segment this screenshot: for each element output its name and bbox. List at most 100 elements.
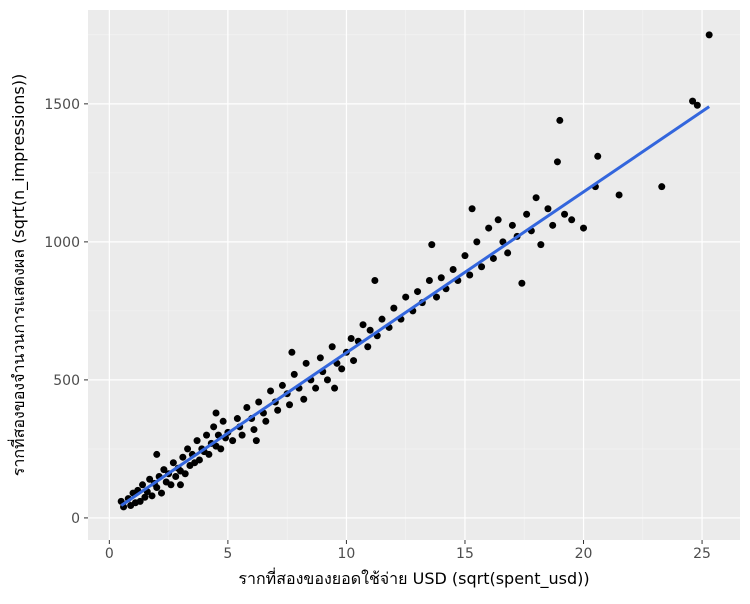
point	[347, 334, 355, 342]
point	[359, 321, 367, 329]
point	[478, 263, 486, 271]
point	[184, 445, 192, 453]
point	[378, 315, 386, 323]
point	[414, 288, 422, 296]
point	[302, 359, 310, 367]
point	[615, 191, 623, 199]
point	[195, 456, 203, 464]
point	[136, 497, 144, 505]
point	[172, 473, 180, 481]
point	[312, 384, 320, 392]
point	[179, 453, 187, 461]
point	[449, 265, 457, 273]
x-tick-label: 0	[105, 546, 114, 562]
point	[167, 481, 175, 489]
point	[556, 116, 564, 124]
trend-line	[120, 105, 711, 507]
y-tick-label: 0	[71, 511, 80, 527]
point	[658, 183, 666, 191]
y-tick-label: 500	[53, 373, 80, 389]
x-tick-label: 15	[456, 546, 474, 562]
point	[366, 326, 374, 334]
point	[217, 445, 225, 453]
point	[468, 205, 476, 213]
point	[594, 152, 602, 160]
point	[561, 210, 569, 218]
x-tick-label: 20	[575, 546, 593, 562]
point	[508, 221, 516, 229]
y-axis-title: รากที่สองของจำนวนการแสดงผล (sqrt(n_impre…	[7, 74, 29, 476]
point	[229, 437, 237, 445]
point	[402, 293, 410, 301]
point	[238, 431, 246, 439]
point	[139, 481, 147, 489]
point	[274, 406, 282, 414]
point	[338, 365, 346, 373]
point	[473, 238, 481, 246]
point	[425, 277, 433, 285]
point	[705, 31, 713, 39]
point	[212, 409, 220, 417]
point	[693, 101, 701, 109]
point	[219, 417, 227, 425]
point	[568, 216, 576, 224]
point	[544, 205, 552, 213]
point	[288, 348, 296, 356]
point	[523, 210, 531, 218]
point	[146, 475, 154, 483]
point	[518, 279, 526, 287]
point	[160, 466, 168, 474]
point	[300, 395, 308, 403]
point	[689, 97, 697, 105]
point	[250, 426, 258, 434]
point	[461, 252, 469, 260]
point	[193, 437, 201, 445]
point	[537, 241, 545, 249]
x-tick-label: 10	[338, 546, 356, 562]
point	[371, 277, 379, 285]
point	[286, 401, 294, 409]
point	[466, 271, 474, 279]
point	[316, 354, 324, 362]
point	[553, 158, 561, 166]
point	[290, 370, 298, 378]
point	[328, 343, 336, 351]
x-axis-title: รากที่สองของยอดใช้จ่าย USD (sqrt(spent_u…	[238, 567, 589, 589]
point	[262, 417, 270, 425]
point	[390, 304, 398, 312]
point	[485, 224, 493, 232]
y-tick-label: 1500	[44, 97, 80, 113]
point	[494, 216, 502, 224]
point	[433, 293, 441, 301]
point	[331, 384, 339, 392]
point	[532, 194, 540, 202]
x-tick-label: 25	[693, 546, 711, 562]
point	[350, 357, 358, 365]
point	[153, 484, 161, 492]
point	[549, 221, 557, 229]
point	[181, 470, 189, 478]
point	[364, 343, 372, 351]
point	[504, 249, 512, 257]
point	[169, 459, 177, 467]
point	[141, 493, 149, 501]
point	[210, 423, 218, 431]
point	[176, 481, 184, 489]
point	[278, 381, 286, 389]
point	[203, 431, 211, 439]
point	[489, 254, 497, 262]
point	[148, 492, 156, 500]
point	[157, 489, 165, 497]
point	[323, 376, 331, 384]
point	[243, 404, 251, 411]
point	[252, 437, 260, 445]
x-tick-label: 5	[223, 546, 232, 562]
point	[153, 450, 161, 458]
point	[255, 398, 263, 406]
point	[428, 241, 436, 249]
panel	[88, 10, 740, 540]
point	[267, 387, 275, 395]
point	[580, 224, 588, 232]
point	[233, 415, 241, 423]
